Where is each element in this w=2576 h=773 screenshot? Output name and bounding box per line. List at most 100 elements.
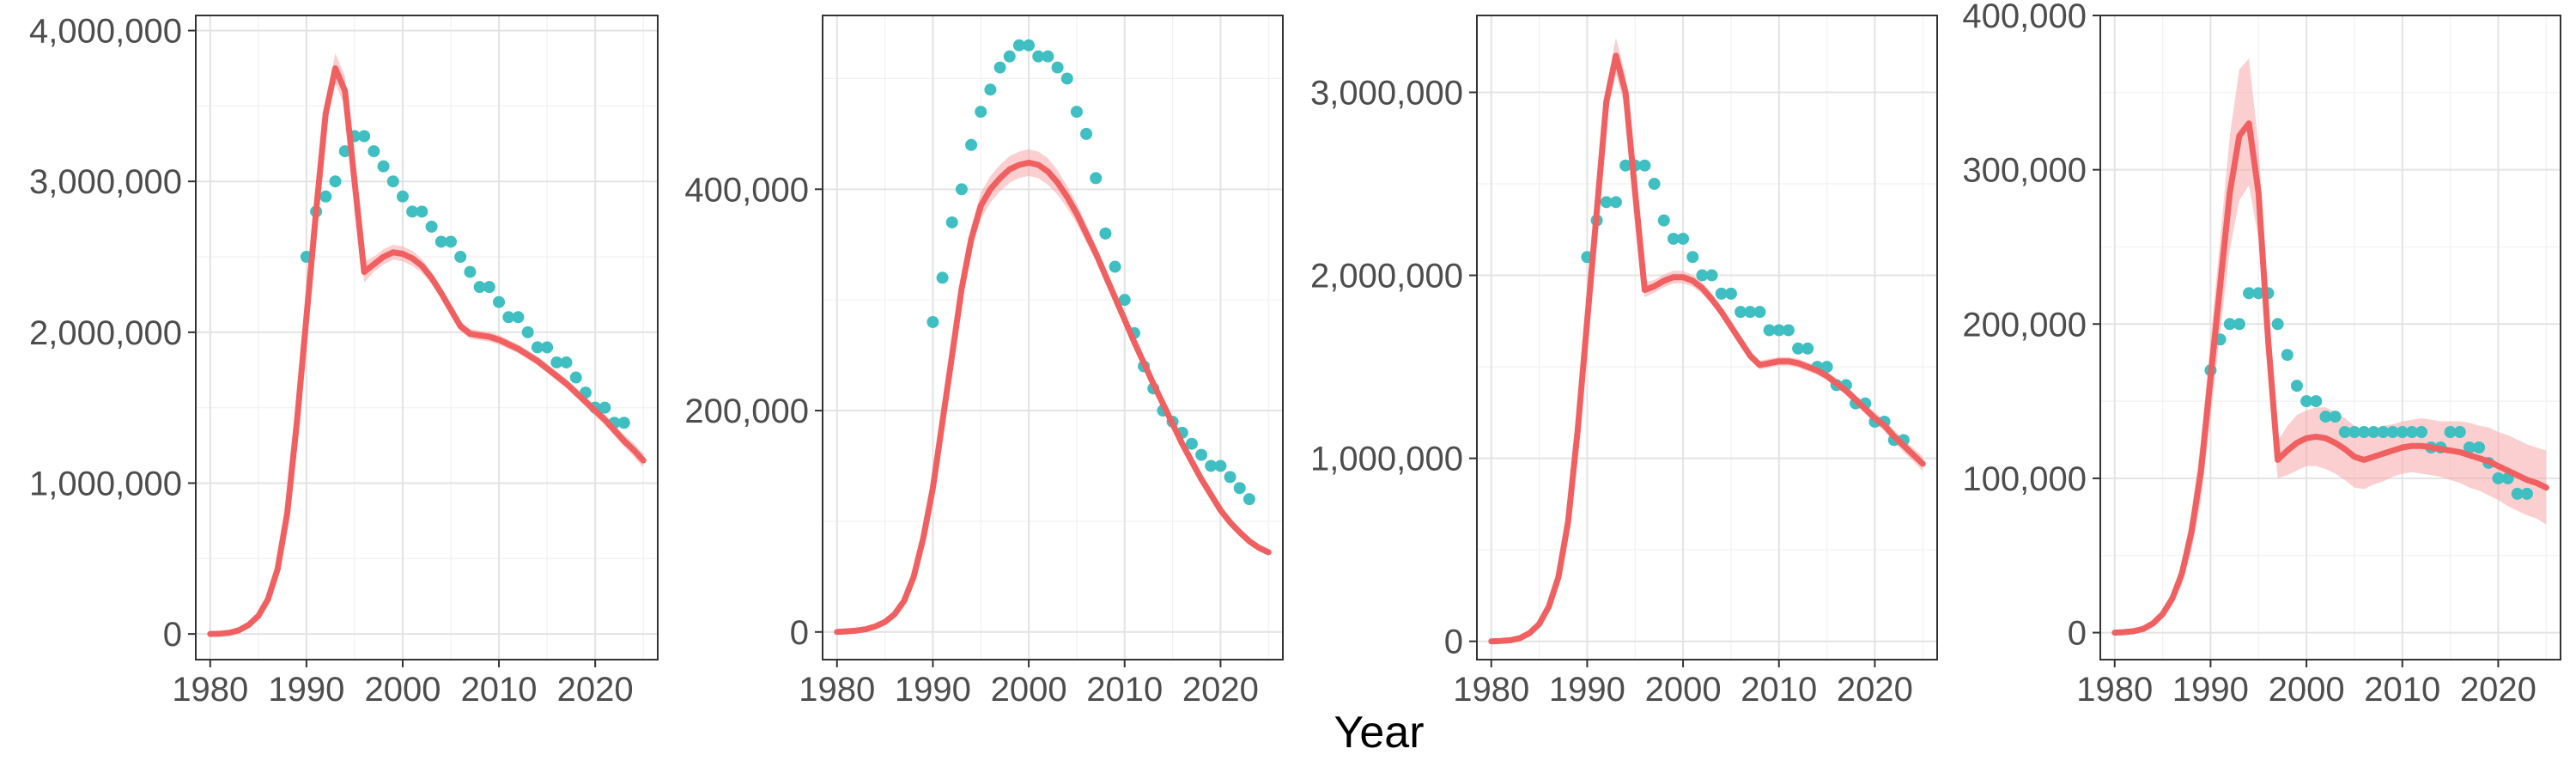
- y-tick-label: 400,000: [1962, 0, 2087, 35]
- x-tick-label: 2000: [2269, 671, 2345, 709]
- fitted-line: [834, 159, 1272, 636]
- observed-point: [1792, 342, 1805, 355]
- panel-data: [2111, 58, 2549, 636]
- observed-point: [1003, 50, 1016, 63]
- y-tick-label: 0: [2068, 615, 2087, 653]
- observed-point: [473, 281, 486, 294]
- observed-point: [2338, 426, 2351, 439]
- observed-point: [2386, 426, 2399, 439]
- observed-point: [1696, 269, 1709, 282]
- observed-point: [2415, 426, 2428, 439]
- fitted-line: [1488, 52, 1926, 645]
- observed-point: [2290, 380, 2303, 393]
- observed-point: [1070, 106, 1083, 119]
- panel-background: [823, 15, 1283, 660]
- observed-point: [2319, 411, 2332, 423]
- observed-point: [425, 220, 438, 233]
- observed-point: [2453, 426, 2466, 439]
- observed-point: [1648, 178, 1661, 191]
- panel-3: 0 1,000,000 2,000,000 3,000,000 1980 1990 2000…: [1310, 15, 1938, 709]
- x-tick-label: 1990: [1549, 671, 1625, 709]
- observed-point: [1012, 39, 1025, 52]
- observed-point: [445, 235, 458, 248]
- x-tick-label: 1990: [895, 671, 971, 709]
- observed-point: [1032, 50, 1045, 63]
- observed-point: [1638, 159, 1651, 172]
- observed-point: [569, 371, 582, 384]
- observed-point: [2233, 318, 2245, 331]
- observed-point: [1782, 324, 1795, 337]
- x-tick-label: 1980: [799, 671, 875, 709]
- observed-point: [464, 265, 477, 278]
- x-tick-label: 2000: [364, 671, 440, 709]
- panel-background: [2100, 15, 2561, 660]
- x-tick-label: 1980: [172, 671, 248, 709]
- x-tick-label: 2000: [991, 671, 1067, 709]
- observed-point: [386, 175, 399, 188]
- y-tick-label: 0: [790, 614, 809, 652]
- y-tick-label: 400,000: [684, 171, 809, 209]
- observed-point: [945, 216, 958, 228]
- y-tick-label: 3,000,000: [29, 163, 182, 201]
- observed-point: [1051, 61, 1064, 74]
- observed-point: [1820, 361, 1833, 374]
- observed-point: [965, 138, 978, 151]
- observed-point: [2252, 287, 2265, 300]
- observed-point: [1705, 269, 1718, 282]
- y-tick-label: 200,000: [1962, 306, 2087, 344]
- y-tick-label: 1,000,000: [1310, 441, 1463, 478]
- observed-point: [2329, 411, 2342, 423]
- observed-point: [2492, 472, 2505, 484]
- x-tick-label: 2020: [2460, 671, 2537, 709]
- x-tick-label: 2010: [1741, 671, 1817, 709]
- observed-point: [454, 251, 467, 264]
- x-tick-label: 1980: [2076, 671, 2153, 709]
- y-tick-label: 1,000,000: [29, 465, 182, 502]
- observed-point: [2367, 426, 2380, 439]
- observed-point: [2444, 426, 2457, 439]
- observed-point: [1801, 342, 1814, 355]
- x-tick-label: 1980: [1453, 671, 1529, 709]
- observed-point: [2396, 426, 2409, 439]
- observed-point: [2405, 426, 2418, 439]
- panel-data: [834, 39, 1272, 636]
- y-tick-label: 4,000,000: [29, 13, 182, 51]
- x-tick-label: 2020: [1182, 671, 1259, 709]
- observed-point: [1214, 460, 1227, 472]
- observed-point: [1205, 460, 1218, 472]
- observed-point: [2243, 287, 2256, 300]
- x-tick-label: 2020: [1837, 671, 1913, 709]
- observed-point: [377, 160, 390, 173]
- observed-point: [1657, 214, 1670, 227]
- fitted-line: [2111, 120, 2549, 636]
- y-tick-label: 2,000,000: [1310, 258, 1463, 295]
- observed-point: [1090, 172, 1103, 185]
- observed-point: [2463, 441, 2476, 453]
- observed-point: [2377, 426, 2390, 439]
- y-tick-label: 0: [163, 616, 182, 654]
- panel-border: [1476, 15, 1938, 660]
- observed-point: [338, 145, 351, 158]
- observed-point: [2348, 426, 2360, 439]
- x-tick-label: 2010: [461, 671, 538, 709]
- observed-point: [1109, 260, 1121, 273]
- observed-point: [927, 315, 939, 328]
- observed-point: [1099, 227, 1112, 240]
- x-tick-label: 2020: [557, 671, 634, 709]
- observed-point: [396, 190, 409, 203]
- panel-data: [207, 52, 647, 637]
- observed-point: [368, 145, 380, 158]
- x-tick-label: 2010: [1086, 671, 1163, 709]
- x-tick-label: 2010: [2364, 671, 2440, 709]
- y-tick-label: 3,000,000: [1310, 74, 1463, 112]
- observed-point: [521, 326, 534, 338]
- observed-point: [1724, 287, 1737, 300]
- observed-point: [329, 175, 342, 188]
- observed-point: [993, 61, 1006, 74]
- y-tick-label: 0: [1444, 624, 1463, 661]
- y-tick-label: 300,000: [1962, 152, 2087, 190]
- observed-point: [1609, 196, 1622, 209]
- observed-point: [483, 281, 495, 294]
- observed-point: [1715, 287, 1728, 300]
